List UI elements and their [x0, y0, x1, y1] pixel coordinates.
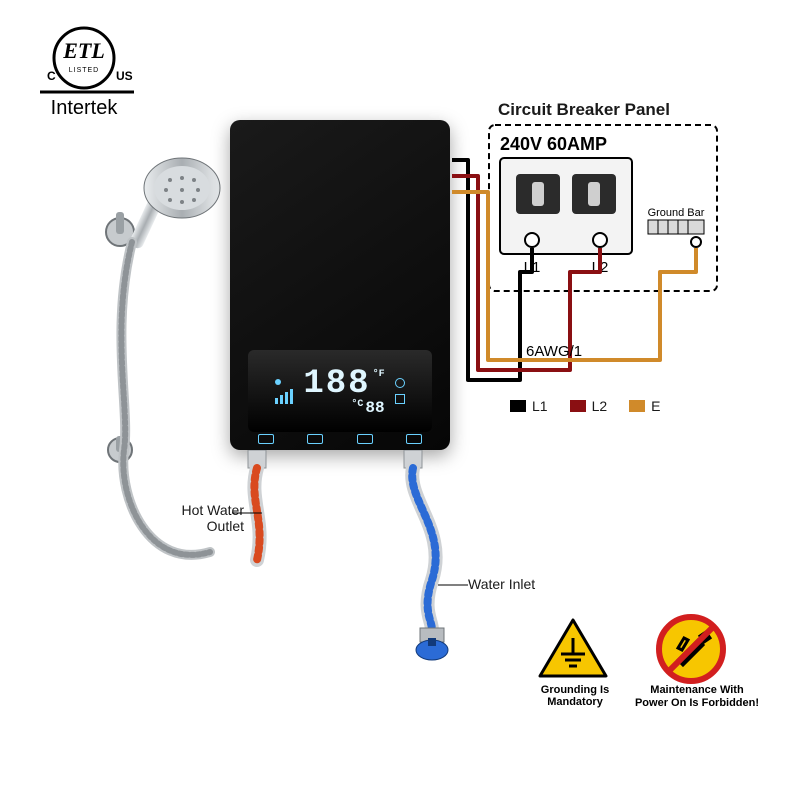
hot-outlet-label: Hot Water Outlet [144, 502, 244, 534]
warning-maintenance-icon [656, 614, 726, 684]
wire-legend: L1 L2 E [510, 398, 661, 414]
hot-outlet-pipe [238, 450, 278, 570]
legend-l2: L2 [592, 398, 608, 414]
wire-gauge: 6AWG/1 [526, 343, 582, 360]
warning-maintenance-text: Maintenance With Power On Is Forbidden! [632, 684, 762, 709]
water-inlet-label: Water Inlet [468, 576, 535, 592]
warning-grounding-icon [538, 618, 608, 680]
cold-inlet-pipe [392, 450, 472, 670]
legend-e: E [651, 398, 660, 414]
legend-l1: L1 [532, 398, 548, 414]
warning-grounding-text: Grounding Is Mandatory [520, 684, 630, 708]
diagram-stage: ETL LISTED C US Intertek [0, 0, 800, 800]
